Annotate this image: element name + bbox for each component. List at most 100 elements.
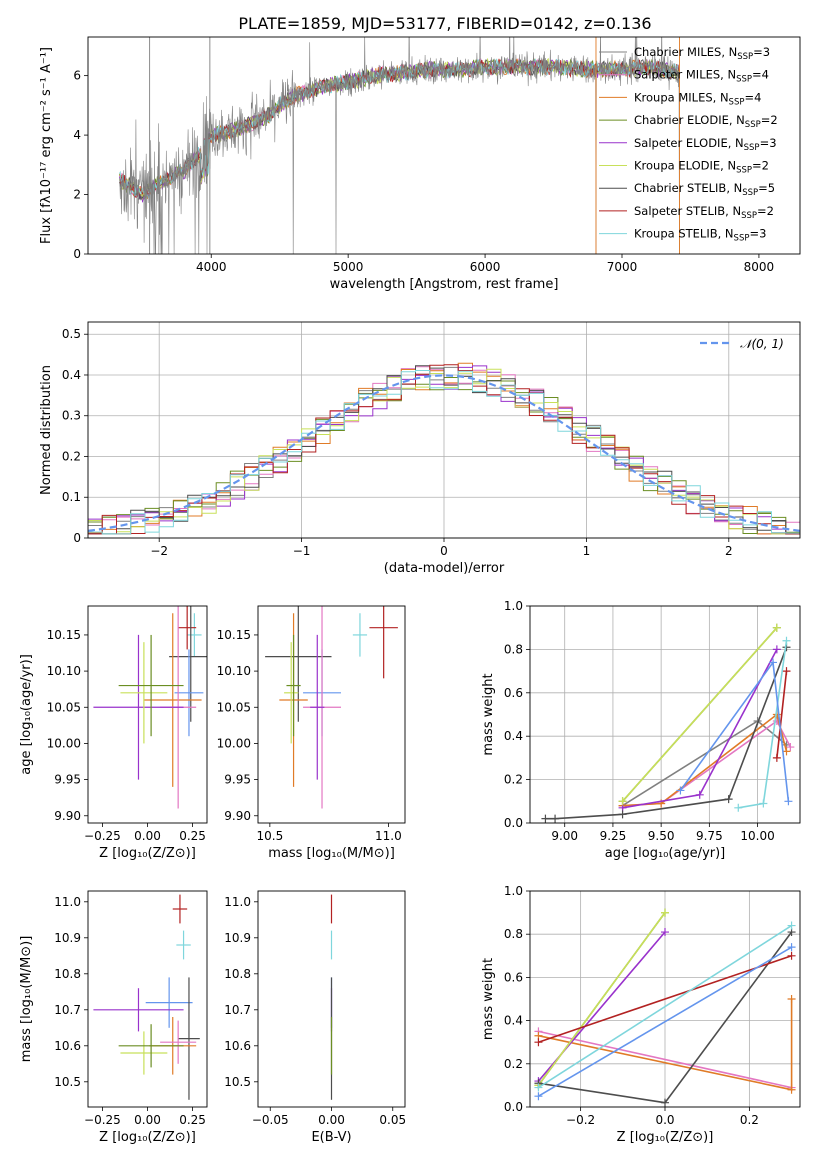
y-tick-label: 4	[73, 128, 81, 142]
legend-label: Chabrier ELODIE, NSSP=2	[634, 113, 778, 130]
errorbar-point	[284, 642, 299, 744]
y-tick-label: 10.7	[224, 1003, 251, 1017]
x-tick-label: 10.5	[256, 829, 283, 843]
panel-residuals: −2 −1 0 1 2 0 0.1 0.2 0.3 0.4 0.5 (data-model)/erro…	[39, 321, 801, 576]
legend-name: Chabrier ELODIE, N	[634, 113, 745, 127]
y-axis-label: Normed distribution	[39, 365, 54, 495]
errorbar-point	[178, 606, 197, 650]
weight-line	[537, 912, 666, 1086]
y-tick-label: 0.1	[62, 490, 81, 504]
weight-marker	[724, 795, 733, 804]
weight-marker	[769, 658, 777, 667]
weight-marker	[782, 636, 791, 645]
legend-name: Salpeter ELODIE, N	[634, 136, 744, 150]
x-tick-label: 9.75	[696, 829, 723, 843]
weight-series	[534, 995, 796, 1094]
y-tick-label: 10.05	[217, 700, 251, 714]
y-axis-label: Flux [fλ10⁻¹⁷ erg cm⁻² s⁻¹ A⁻¹]	[39, 47, 54, 244]
legend-tail: =3	[749, 227, 766, 241]
y-tick-label: 0.8	[504, 927, 523, 941]
weight-marker	[787, 995, 796, 1003]
errorbar-point	[286, 634, 301, 737]
y-tick-label: 10.00	[47, 736, 81, 750]
x-tick-label: 8000	[744, 260, 775, 274]
panel-spectrum: 4000 5000 6000 7000 8000 0 2 4 6 wavelength [Angs…	[39, 36, 801, 292]
y-axis-label: age [log₁₀(age/yr)]	[19, 654, 34, 775]
legend-label: Salpeter STELIB, NSSP=2	[634, 204, 774, 221]
x-tick-label: −0.2	[566, 1113, 595, 1127]
plot-area	[265, 606, 398, 809]
y-tick-label: 10.15	[217, 628, 251, 642]
y-tick-label: 0.6	[504, 970, 523, 984]
legend-sub: SSP	[742, 188, 758, 198]
weight-marker	[786, 743, 795, 752]
panel-weight_vs_age: 9.00 9.25 9.50 9.75 10.00 0.0 0.2 0.4 0.6 0.8 1.0 a…	[481, 599, 801, 861]
errorbar-point	[160, 1020, 197, 1064]
y-tick-label: 0.5	[62, 327, 81, 341]
weight-series	[534, 921, 796, 1092]
errorbar-point	[93, 988, 184, 1032]
panel-age_vs_mass: 10.5 11.0 9.90 9.95 10.00 10.05 10.10 10.15 mass…	[217, 605, 406, 861]
weight-line	[545, 646, 788, 820]
x-tick-label: 0.25	[179, 1113, 206, 1127]
weight-series	[534, 908, 669, 1090]
y-tick-label: 10.8	[224, 967, 251, 981]
axes-frame	[257, 890, 406, 1108]
x-tick-label: 11.0	[375, 829, 402, 843]
y-tick-label: 9.90	[54, 809, 81, 823]
weight-series	[618, 623, 781, 806]
y-tick-label: 0.2	[504, 773, 523, 787]
errorbar-point	[178, 977, 200, 1100]
weight-series	[534, 1027, 796, 1092]
x-tick-label: −2	[150, 544, 168, 558]
weight-series	[541, 643, 791, 823]
y-axis-label: mass weight	[481, 673, 496, 755]
errorbar-point	[143, 613, 202, 787]
data-spectrum	[119, 37, 680, 254]
legend-sub: SSP	[744, 143, 760, 153]
weight-marker	[534, 1092, 543, 1101]
weight-marker	[676, 786, 685, 795]
errorbar-point	[310, 634, 325, 780]
x-axis-label: Z [log₁₀(Z/Z⊙)]	[617, 1130, 714, 1145]
y-tick-label: 10.6	[224, 1039, 251, 1053]
weight-line	[622, 649, 778, 809]
y-tick-label: 0.4	[504, 729, 523, 743]
legend: 𝒩(0, 1)	[700, 337, 784, 351]
weight-series	[534, 928, 669, 1086]
y-tick-label: 0.0	[504, 816, 523, 830]
legend-label: Kroupa MILES, NSSP=4	[634, 90, 761, 107]
plot-area	[93, 894, 200, 1100]
legend-tail: =2	[752, 159, 769, 173]
axes-frame	[87, 36, 801, 255]
axes-frame	[87, 890, 208, 1108]
axes-frame	[529, 605, 801, 824]
legend-tail: =3	[753, 45, 770, 59]
figure-title: PLATE=1859, MJD=53177, FIBERID=0142, z=0…	[238, 14, 651, 33]
y-axis-label: mass [log₁₀(M/M⊙)]	[19, 936, 34, 1063]
y-tick-label: 0.8	[504, 642, 523, 656]
legend-sub: SSP	[741, 211, 757, 221]
panel-mass_vs_ebv: −0.05 0.00 0.05 10.5 10.6 10.7 10.8 10.9 11.0 E(B…	[224, 890, 406, 1145]
y-tick-label: 10.10	[217, 664, 251, 678]
weight-marker	[759, 799, 768, 808]
weight-marker	[534, 1083, 543, 1092]
x-tick-label: 0.00	[318, 1113, 345, 1127]
y-tick-label: 10.5	[54, 1075, 81, 1089]
x-axis-label: age [log₁₀(age/yr)]	[605, 846, 726, 861]
weight-series	[618, 717, 795, 810]
x-tick-label: −0.25	[84, 1113, 121, 1127]
legend-label: Salpeter MILES, NSSP=4	[634, 68, 769, 85]
panel-weight_vs_Z: −0.2 0.0 0.2 0.0 0.2 0.4 0.6 0.8 1.0 Z [log₁₀(Z/Z…	[481, 884, 801, 1145]
panel-age_vs_Z: −0.25 0.00 0.25 9.90 9.95 10.00 10.05 10.10 10.1…	[19, 605, 208, 861]
legend-label: Kroupa ELODIE, NSSP=2	[634, 159, 769, 176]
y-tick-label: 9.90	[224, 809, 251, 823]
errorbar-point	[369, 606, 398, 679]
weight-line	[622, 627, 778, 802]
legend-tail: =5	[758, 181, 775, 195]
weight-marker	[784, 797, 793, 806]
x-tick-label: 0	[440, 544, 448, 558]
plot-area	[541, 623, 795, 823]
axes-frame	[87, 321, 801, 539]
